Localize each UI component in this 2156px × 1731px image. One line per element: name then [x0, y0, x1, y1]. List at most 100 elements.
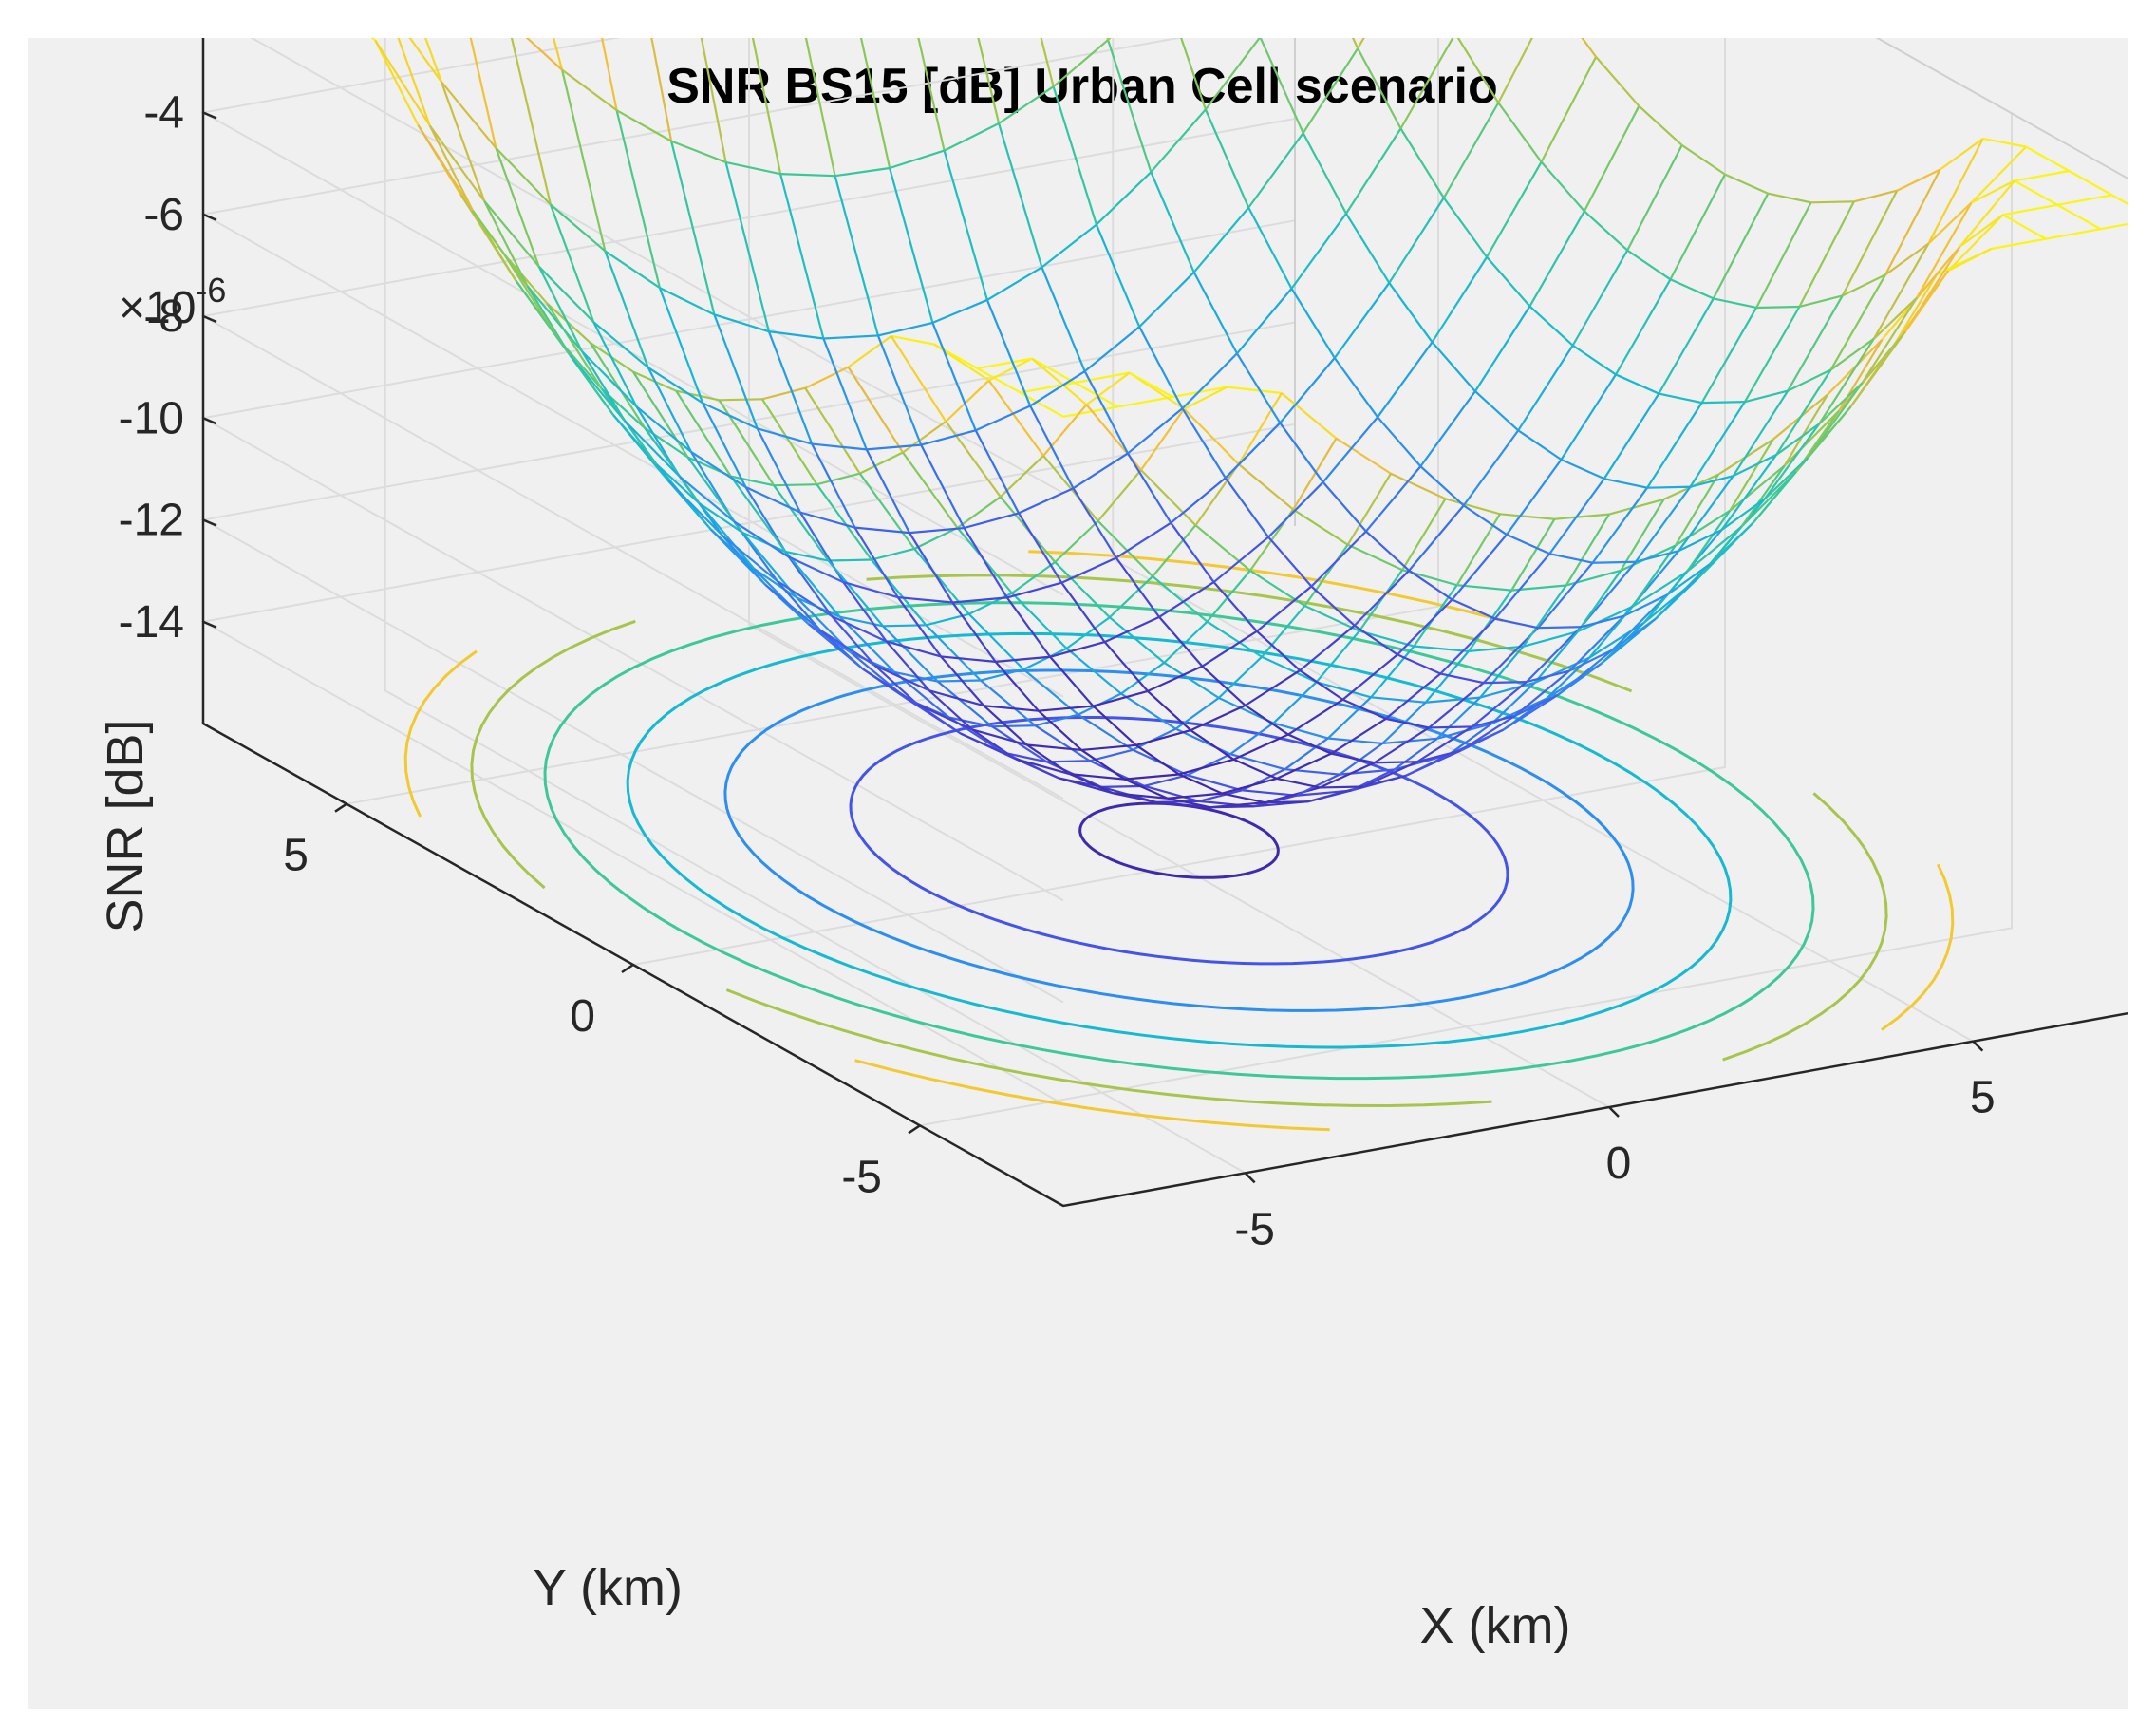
- mesh-line: [690, 450, 747, 488]
- mesh-line: [1080, 749, 1126, 781]
- mesh-line: [785, 550, 829, 562]
- mesh-line: [1448, 723, 1492, 756]
- z-exponent: ×10-6: [119, 271, 226, 333]
- mesh-line: [767, 330, 814, 444]
- mesh-line: [1669, 174, 1726, 280]
- mesh-line: [1170, 522, 1215, 583]
- mesh-line: [1299, 624, 1356, 671]
- mesh-line: [865, 448, 910, 534]
- x-tick: [1608, 1106, 1620, 1118]
- mesh-line: [1620, 499, 1665, 572]
- mesh-line: [1506, 459, 1563, 536]
- mesh-line: [991, 725, 1048, 763]
- mesh-line: [1103, 641, 1149, 692]
- mesh-line: [713, 313, 759, 429]
- mesh-line: [913, 526, 958, 550]
- mesh-line: [1041, 223, 1097, 269]
- mesh-line: [977, 357, 1033, 370]
- mesh-line: [1095, 224, 1141, 328]
- mesh-line: [1927, 201, 1973, 245]
- mesh-line: [1431, 341, 1476, 392]
- mesh-line: [469, 38, 497, 149]
- mesh-line: [526, 285, 583, 352]
- mesh-line: [834, 175, 879, 336]
- mesh-line: [1357, 47, 1402, 129]
- mesh-line: [897, 595, 953, 604]
- mesh-line: [472, 210, 529, 287]
- mesh-line: [552, 38, 564, 70]
- mesh-line: [417, 124, 474, 212]
- z-tick-label: -12: [119, 496, 184, 546]
- mesh-line: [700, 38, 727, 163]
- mesh-line: [1006, 581, 1062, 599]
- mesh-line: [1201, 665, 1247, 706]
- mesh-line: [483, 200, 540, 268]
- mesh-line: [1970, 145, 2027, 204]
- mesh-line: [1011, 561, 1056, 594]
- mesh-line: [1818, 382, 1864, 425]
- mesh-line: [1626, 144, 1683, 252]
- mesh-line: [1479, 646, 1525, 699]
- mesh-line: [655, 463, 701, 504]
- mesh-line: [719, 398, 762, 402]
- mesh-line: [1124, 778, 1169, 800]
- mesh-line: [676, 389, 720, 402]
- mesh-line: [1388, 282, 1434, 343]
- mesh-line: [834, 166, 891, 178]
- mesh-line: [1181, 407, 1227, 479]
- mesh-line: [1798, 200, 1855, 308]
- mesh-line: [2056, 203, 2102, 231]
- mesh-line: [510, 38, 552, 205]
- mesh-line: [1147, 665, 1203, 692]
- mesh-line: [1631, 544, 1677, 608]
- mesh-line: [1842, 273, 1886, 297]
- mesh-line: [1190, 704, 1247, 732]
- mesh-line: [780, 173, 835, 178]
- surface-plot: SNR BS15 [dB] Urban Cell scenario -14 -12…: [97, 38, 2128, 1654]
- mesh-line: [1787, 368, 1831, 392]
- mesh-line: [1227, 386, 1283, 395]
- y-tick: [908, 1124, 921, 1135]
- mesh-line: [1035, 713, 1078, 727]
- mesh-line: [1333, 357, 1378, 418]
- mesh-line: [1046, 760, 1090, 763]
- mesh-line: [569, 355, 627, 423]
- mesh-line: [1201, 630, 1258, 668]
- mesh-line: [1127, 407, 1184, 455]
- mesh-line: [724, 161, 770, 332]
- mesh-line: [847, 367, 904, 454]
- mesh-line: [1287, 733, 1332, 755]
- mesh-line: [1483, 681, 1527, 685]
- mesh-line: [1374, 726, 1430, 764]
- mesh-line: [1416, 725, 1472, 763]
- mesh-line: [968, 592, 1013, 615]
- mesh-line: [1205, 38, 1262, 110]
- mesh-line: [905, 697, 962, 735]
- mesh-line: [1528, 305, 1574, 347]
- z-tick-label: -6: [143, 190, 184, 240]
- mesh-line: [459, 194, 517, 281]
- mesh-line: [1224, 477, 1269, 538]
- mesh-line: [1468, 589, 1513, 652]
- mesh-line: [1135, 743, 1180, 776]
- mesh-line: [1062, 405, 1118, 418]
- mesh-line: [1018, 487, 1074, 515]
- mesh-line: [1345, 213, 1391, 284]
- mesh-line: [787, 555, 833, 617]
- mesh-line: [1135, 729, 1191, 746]
- mesh-line: [1841, 190, 1899, 296]
- mesh-line: [847, 335, 892, 368]
- mesh-line: [615, 109, 661, 289]
- mesh-line: [1670, 278, 1715, 300]
- mesh-line: [1982, 137, 2027, 148]
- mesh-line: [745, 486, 801, 514]
- mesh-line: [1279, 422, 1324, 483]
- y-tick: [621, 963, 634, 974]
- mesh-line: [374, 39, 431, 126]
- mesh-line: [612, 414, 669, 481]
- mesh-line: [873, 664, 930, 692]
- mesh-line: [1236, 288, 1293, 354]
- mesh-line: [1038, 705, 1094, 712]
- mesh-line: [854, 526, 910, 535]
- mesh-line: [1060, 582, 1106, 643]
